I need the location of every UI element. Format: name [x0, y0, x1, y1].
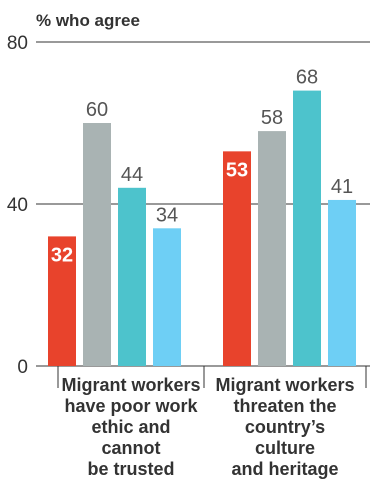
- value-label: 58: [261, 107, 283, 129]
- bar: [293, 90, 321, 366]
- bar: [48, 236, 76, 366]
- y-tick-label: 0: [17, 357, 28, 378]
- bar: [83, 123, 111, 366]
- value-label: 34: [156, 204, 178, 226]
- bar: [153, 228, 181, 366]
- value-labels: 32 53 60 58 44 68 34 41: [51, 67, 353, 267]
- value-label: 53: [226, 159, 248, 181]
- y-axis-label: % who agree: [36, 11, 140, 30]
- bars: [48, 90, 356, 366]
- category-labels: Migrant workers have poor work ethic and ca…: [61, 375, 354, 479]
- bar: [118, 187, 146, 366]
- bar: [258, 131, 286, 366]
- category-label: Migrant workers have poor work ethic and ca…: [61, 375, 200, 479]
- value-label: 60: [86, 99, 108, 121]
- y-tick-label: 40: [7, 195, 28, 216]
- value-label: 32: [51, 244, 73, 266]
- bar: [223, 151, 251, 366]
- category-label: Migrant workers threaten the country’s cult…: [215, 375, 354, 479]
- bar: [328, 199, 356, 366]
- y-ticks: 0 40 80: [7, 33, 28, 378]
- y-tick-label: 80: [7, 33, 28, 54]
- value-label: 44: [121, 164, 143, 186]
- value-label: 68: [296, 67, 318, 89]
- value-label: 41: [331, 176, 353, 198]
